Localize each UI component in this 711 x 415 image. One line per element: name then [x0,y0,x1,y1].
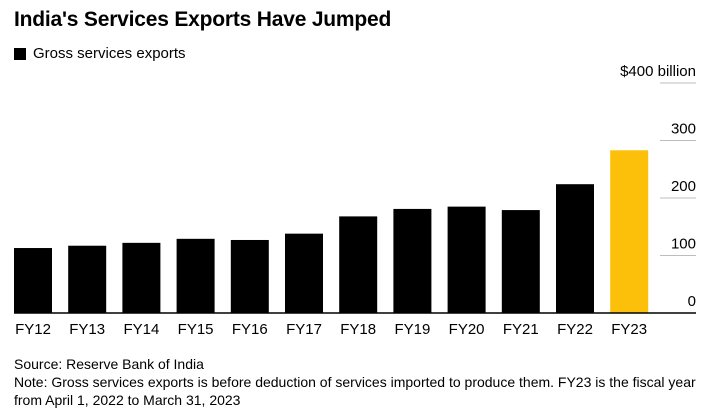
x-tick-label: FY20 [449,321,485,338]
bar-fy16 [230,239,269,313]
x-tick-label: FY15 [178,321,214,338]
x-tick-label: FY22 [557,321,593,338]
x-tick-label: FY21 [503,321,539,338]
legend-label: Gross services exports [33,45,186,62]
bar-fy13 [68,245,107,313]
bar-fy19 [393,208,432,313]
bar-fy18 [339,216,378,313]
x-tick-label: FY18 [340,321,376,338]
bar-fy20 [447,206,486,313]
y-tick-label: 0 [688,293,696,310]
legend: Gross services exports [14,45,186,62]
bar-fy22 [556,184,594,313]
x-tick-label: FY13 [69,321,105,338]
y-tick-labels: 0 100 200 300 $400 billion [620,63,696,310]
x-tick-label: FY23 [611,321,647,338]
bar-fy12 [14,248,52,313]
x-tick-label: FY19 [394,321,430,338]
footnote: Note: Gross services exports is before d… [14,374,696,408]
y-tick-label: 300 [671,121,696,138]
bar-fy14 [122,242,161,313]
legend-swatch [14,47,26,60]
gridlines [660,82,696,256]
y-tick-label: $400 billion [620,63,696,80]
bar-fy21 [501,210,540,313]
x-tick-label: FY12 [15,321,51,338]
x-tick-label: FY17 [286,321,322,338]
chart-title: India's Services Exports Have Jumped [14,8,392,31]
x-tick-label: FY16 [232,321,268,338]
x-tick-label: FY14 [123,321,159,338]
y-tick-label: 200 [671,178,696,195]
bar-fy23 [610,150,649,313]
bar-fy17 [285,233,323,313]
y-tick-label: 100 [671,236,696,253]
bars [14,150,649,313]
source-note: Source: Reserve Bank of India [14,356,204,372]
bar-fy15 [176,238,215,313]
x-tick-labels: FY12 FY13 FY14 FY15 FY16 FY17 FY18 FY19 FY20 FY21… [15,321,647,338]
